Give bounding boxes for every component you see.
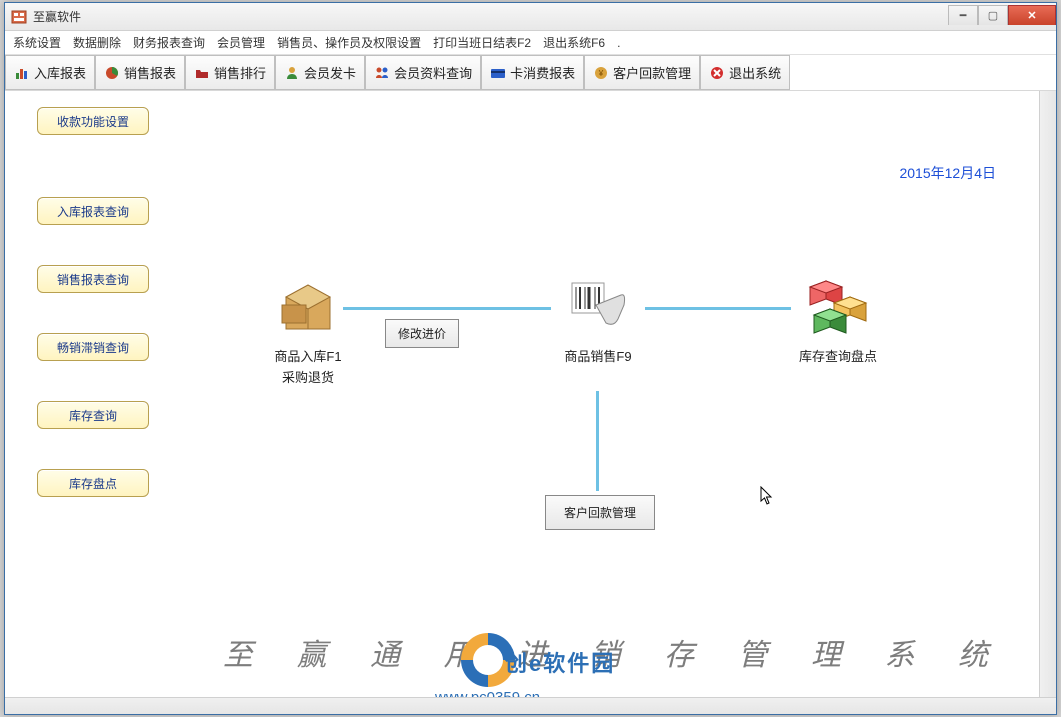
toolbar-payback[interactable]: ¥ 客户回款管理 xyxy=(584,55,700,90)
box-icon xyxy=(276,275,340,339)
date-label: 2015年12月4日 xyxy=(899,163,996,183)
people-icon xyxy=(374,65,390,81)
toolbar-exit[interactable]: 退出系统 xyxy=(700,55,790,90)
chart-icon xyxy=(14,65,30,81)
connector-line xyxy=(645,307,791,310)
toolbar-label: 会员资料查询 xyxy=(394,63,472,82)
menubar: 系统设置 数据删除 财务报表查询 会员管理 销售员、操作员及权限设置 打印当班日… xyxy=(5,31,1056,55)
barcode-scanner-icon xyxy=(566,275,630,339)
titlebar: 至赢软件 ━ ▢ ✕ xyxy=(5,3,1056,31)
menu-member-manage[interactable]: 会员管理 xyxy=(217,34,265,51)
toolbar-label: 销售排行 xyxy=(214,63,266,82)
app-icon xyxy=(11,9,27,25)
svg-text:¥: ¥ xyxy=(598,69,604,78)
node-label: 库存查询盘点 xyxy=(793,347,883,368)
toolbar: 入库报表 销售报表 销售排行 会员发卡 会员资料查询 卡消费报表 ¥ 客户回款管… xyxy=(5,55,1056,91)
sidebar-stock-query[interactable]: 库存查询 xyxy=(37,401,149,429)
node-label: 商品入库F1 xyxy=(263,347,353,368)
toolbar-sales-rank[interactable]: 销售排行 xyxy=(185,55,275,90)
menu-system-settings[interactable]: 系统设置 xyxy=(13,34,61,51)
sidebar-bestseller-query[interactable]: 畅销滞销查询 xyxy=(37,333,149,361)
sidebar: 收款功能设置 入库报表查询 销售报表查询 畅销滞销查询 库存查询 库存盘点 xyxy=(29,107,157,537)
toolbar-member-card[interactable]: 会员发卡 xyxy=(275,55,365,90)
card-icon xyxy=(490,65,506,81)
connector-line xyxy=(596,391,599,491)
maximize-button[interactable]: ▢ xyxy=(978,5,1008,25)
toolbar-sales-report[interactable]: 销售报表 xyxy=(95,55,185,90)
sidebar-sales-query[interactable]: 销售报表查询 xyxy=(37,265,149,293)
node-label: 商品销售F9 xyxy=(553,347,643,368)
menu-exit[interactable]: 退出系统F6 xyxy=(543,34,605,51)
close-button[interactable]: ✕ xyxy=(1008,5,1056,25)
window-title: 至赢软件 xyxy=(33,8,948,25)
sidebar-payment-settings[interactable]: 收款功能设置 xyxy=(37,107,149,135)
toolbar-label: 会员发卡 xyxy=(304,63,356,82)
modify-price-button[interactable]: 修改进价 xyxy=(385,319,459,348)
app-window: 至赢软件 ━ ▢ ✕ 系统设置 数据删除 财务报表查询 会员管理 销售员、操作员… xyxy=(4,2,1057,715)
person-icon xyxy=(284,65,300,81)
money-icon: ¥ xyxy=(593,65,609,81)
menu-staff-permission[interactable]: 销售员、操作员及权限设置 xyxy=(277,34,421,51)
watermark-brand: 创e软件园 xyxy=(505,646,615,678)
cursor-icon xyxy=(760,486,774,506)
vertical-scrollbar[interactable] xyxy=(1039,91,1056,697)
customer-payback-button[interactable]: 客户回款管理 xyxy=(545,495,655,530)
toolbar-label: 客户回款管理 xyxy=(613,63,691,82)
menu-data-delete[interactable]: 数据删除 xyxy=(73,34,121,51)
sidebar-stock-check[interactable]: 库存盘点 xyxy=(37,469,149,497)
connector-line xyxy=(343,307,551,310)
menu-finance-report[interactable]: 财务报表查询 xyxy=(133,34,205,51)
minimize-button[interactable]: ━ xyxy=(948,5,978,25)
toolbar-label: 卡消费报表 xyxy=(510,63,575,82)
menu-print-daily[interactable]: 打印当班日结表F2 xyxy=(433,34,531,51)
exit-icon xyxy=(709,65,725,81)
toolbar-card-consume[interactable]: 卡消费报表 xyxy=(481,55,584,90)
node-inbound[interactable]: 商品入库F1 采购退货 xyxy=(263,275,353,389)
node-sales[interactable]: 商品销售F9 xyxy=(553,275,643,368)
folder-icon xyxy=(194,65,210,81)
client-area: 收款功能设置 入库报表查询 销售报表查询 畅销滞销查询 库存查询 库存盘点 20… xyxy=(5,91,1056,714)
node-stock[interactable]: 库存查询盘点 xyxy=(793,275,883,368)
menu-dot[interactable]: . xyxy=(617,36,620,50)
toolbar-label: 退出系统 xyxy=(729,63,781,82)
toolbar-label: 入库报表 xyxy=(34,63,86,82)
piechart-icon xyxy=(104,65,120,81)
boxes-icon xyxy=(806,275,870,339)
horizontal-scrollbar[interactable] xyxy=(5,697,1056,714)
node-label2: 采购退货 xyxy=(263,368,353,389)
toolbar-member-info[interactable]: 会员资料查询 xyxy=(365,55,481,90)
toolbar-label: 销售报表 xyxy=(124,63,176,82)
toolbar-inbound-report[interactable]: 入库报表 xyxy=(5,55,95,90)
sidebar-inbound-query[interactable]: 入库报表查询 xyxy=(37,197,149,225)
